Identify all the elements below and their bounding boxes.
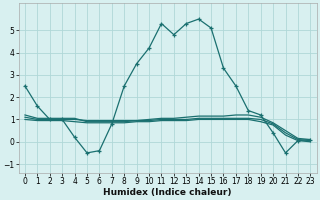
X-axis label: Humidex (Indice chaleur): Humidex (Indice chaleur) [103, 188, 232, 197]
